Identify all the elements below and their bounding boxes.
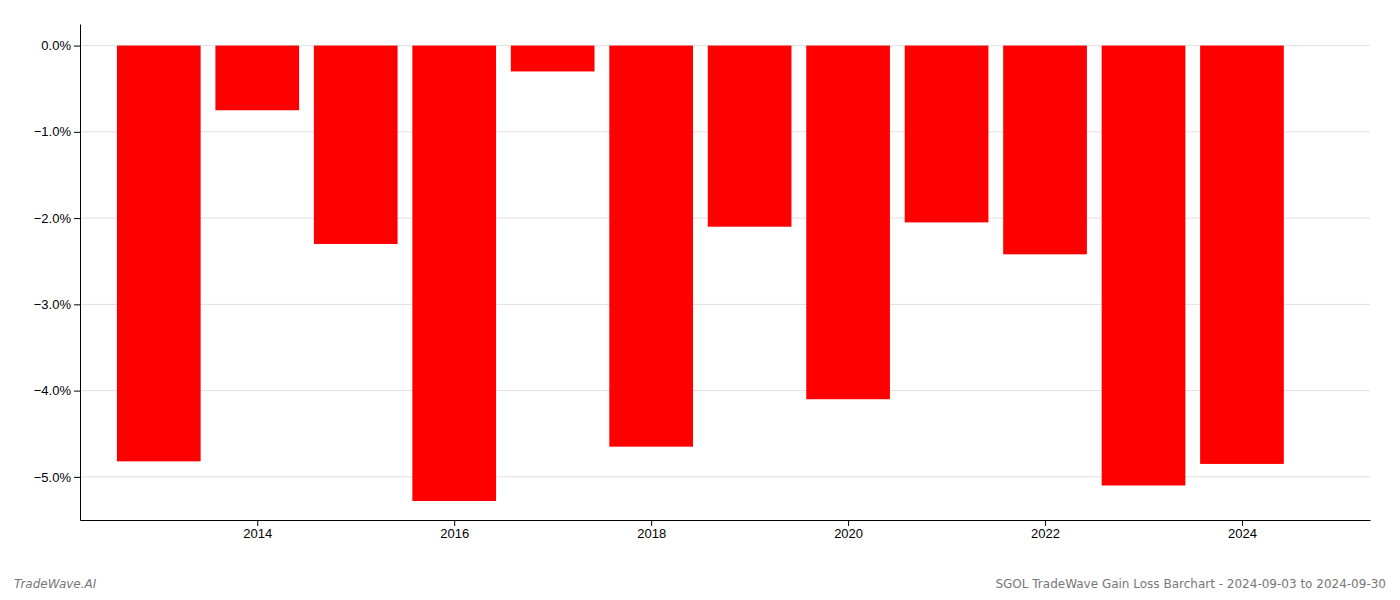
x-axis-line	[81, 520, 1371, 521]
footer-left: TradeWave.AI	[14, 577, 97, 591]
y-tick-mark	[74, 391, 80, 392]
y-tick-mark	[74, 132, 80, 133]
bar	[806, 46, 890, 400]
bar	[511, 46, 595, 72]
y-tick: −1.0%	[34, 124, 80, 139]
x-tick: 2018	[637, 520, 666, 541]
x-tick: 2014	[243, 520, 272, 541]
x-tick: 2022	[1031, 520, 1060, 541]
x-tick-label: 2014	[243, 526, 272, 541]
y-tick-label: −2.0%	[34, 211, 72, 226]
x-tick: 2016	[440, 520, 469, 541]
y-tick-mark	[74, 477, 80, 478]
y-tick: −3.0%	[34, 297, 80, 312]
x-tick-mark	[651, 520, 652, 526]
x-tick-label: 2020	[834, 526, 863, 541]
y-tick-label: −4.0%	[34, 383, 72, 398]
x-tick-label: 2024	[1228, 526, 1257, 541]
bar	[1102, 46, 1186, 486]
y-tick-label: −3.0%	[34, 297, 72, 312]
bar	[1003, 46, 1087, 255]
bar	[314, 46, 398, 244]
x-tick-mark	[257, 520, 258, 526]
bar	[708, 46, 792, 227]
x-tick-label: 2016	[440, 526, 469, 541]
y-tick: 0.0%	[41, 38, 80, 53]
y-tick-mark	[74, 304, 80, 305]
y-tick-label: 0.0%	[41, 38, 71, 53]
bar	[1200, 46, 1284, 464]
bar	[609, 46, 693, 447]
x-tick-label: 2018	[637, 526, 666, 541]
bar	[905, 46, 989, 223]
y-axis: 0.0% −1.0% −2.0% −3.0% −4.0% −5.0%	[34, 25, 81, 521]
y-tick-label: −1.0%	[34, 124, 72, 139]
bars	[117, 46, 1284, 501]
y-axis-line	[80, 25, 81, 521]
y-tick: −4.0%	[34, 383, 80, 398]
x-axis: 2014 2016 2018 2020 2022 2024	[81, 520, 1371, 541]
chart: 0.0%−1.0%−2.0%−3.0%−4.0%−5.0%20142016201…	[0, 0, 1400, 600]
x-tick: 2024	[1228, 520, 1257, 541]
y-tick: −5.0%	[34, 470, 80, 485]
y-tick-mark	[74, 46, 80, 47]
y-tick-label: −5.0%	[34, 470, 72, 485]
footer: TradeWave.AI SGOL TradeWave Gain Loss Bar…	[14, 577, 1386, 591]
bar	[117, 46, 201, 462]
y-tick-mark	[74, 218, 80, 219]
x-tick: 2020	[834, 520, 863, 541]
x-tick-mark	[848, 520, 849, 526]
x-tick-mark	[1242, 520, 1243, 526]
plot: 0.0%−1.0%−2.0%−3.0%−4.0%−5.0%20142016201…	[34, 25, 1371, 542]
footer-right: SGOL TradeWave Gain Loss Barchart - 2024…	[995, 577, 1386, 591]
bar	[412, 46, 496, 501]
x-tick-mark	[1045, 520, 1046, 526]
y-tick: −2.0%	[34, 211, 80, 226]
bar	[215, 46, 299, 111]
x-tick-mark	[454, 520, 455, 526]
x-tick-label: 2022	[1031, 526, 1060, 541]
